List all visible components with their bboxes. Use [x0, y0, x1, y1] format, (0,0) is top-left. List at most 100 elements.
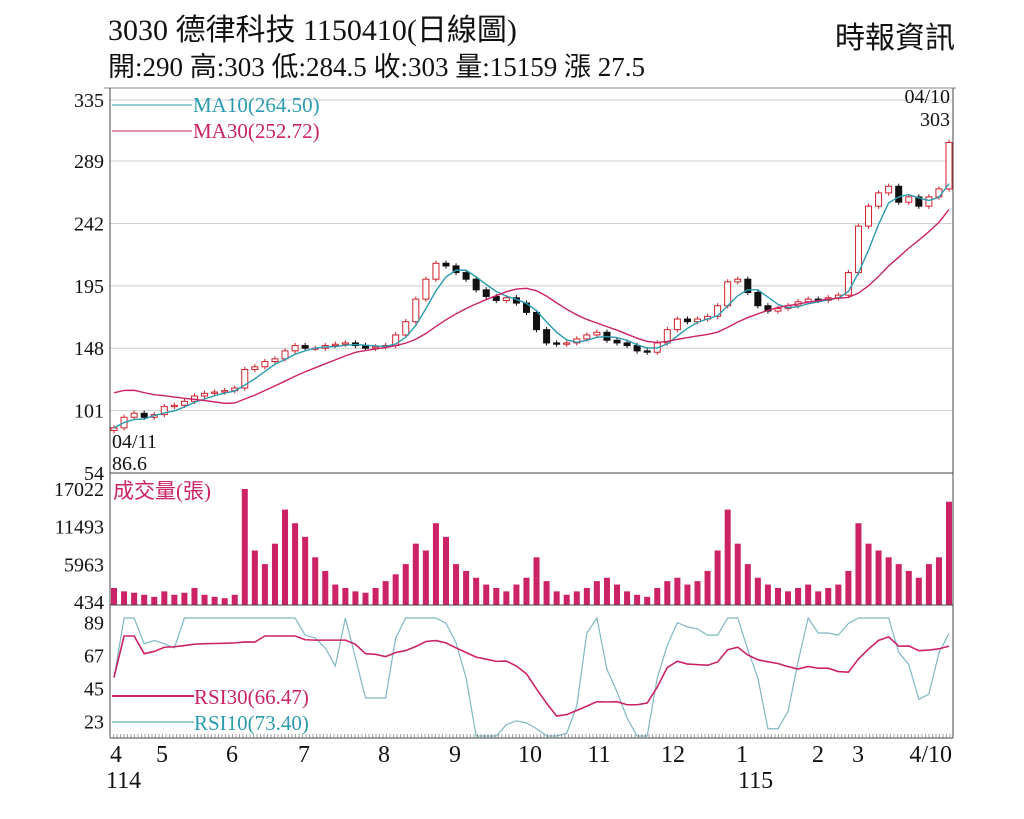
month-label: 6 — [226, 742, 238, 768]
volume-bar — [865, 543, 872, 605]
volume-bar — [131, 592, 138, 605]
candle-body — [452, 265, 460, 274]
candle-body — [875, 192, 883, 207]
volume-bar — [573, 591, 580, 605]
volume-bar — [915, 577, 922, 605]
volume-bar — [664, 581, 671, 605]
candle-body — [482, 289, 490, 297]
candle-body — [201, 392, 209, 397]
volume-bar — [271, 543, 278, 605]
month-label: 2 — [812, 742, 824, 768]
candle-body — [462, 272, 470, 280]
volume-bar — [785, 591, 792, 605]
volume-bar — [885, 557, 892, 605]
volume-bar — [121, 591, 128, 605]
volume-bar — [493, 587, 500, 605]
volume-bar — [624, 591, 631, 605]
rsi10-line — [113, 616, 950, 737]
volume-bar — [161, 591, 168, 605]
volume-bar — [261, 564, 268, 605]
volume-title: 成交量(張) — [113, 479, 211, 503]
candle-body — [774, 307, 782, 312]
volume-bar — [614, 584, 621, 605]
volume-bar — [312, 557, 319, 605]
volume-bar — [392, 574, 399, 605]
grid — [110, 99, 953, 412]
volume-bar — [110, 587, 118, 605]
volume-bar — [845, 570, 852, 605]
ma30-line — [113, 208, 950, 405]
candle-body — [935, 188, 943, 198]
volume-bar — [875, 550, 882, 605]
candle-body — [251, 366, 259, 370]
price-tick-label: 148 — [74, 338, 104, 360]
rsi30-legend: RSI30(66.47) — [194, 685, 309, 709]
indicator-lines — [113, 183, 950, 737]
volume-bar — [513, 584, 520, 605]
candle-body — [895, 185, 903, 203]
candle-body — [553, 342, 561, 345]
price-tick-label: 101 — [74, 401, 104, 423]
volume-bars — [110, 489, 953, 605]
rsi-tick-label: 23 — [84, 712, 104, 734]
ma10-line — [113, 183, 950, 429]
volume-bar — [744, 564, 751, 605]
candle-body — [472, 278, 480, 291]
candle-body — [341, 342, 349, 345]
frame — [104, 87, 956, 739]
candle-body — [583, 334, 591, 340]
volume-bar — [332, 584, 339, 605]
rsi30-line — [113, 635, 950, 717]
volume-bar — [241, 489, 248, 605]
volume-bar — [835, 584, 842, 605]
candle-body — [402, 321, 410, 336]
volume-bar — [442, 536, 449, 605]
candle-body — [502, 297, 510, 301]
month-label: 10 — [518, 742, 542, 768]
candle-body — [533, 311, 541, 331]
candle-body — [613, 339, 621, 344]
candle-body — [211, 391, 219, 394]
high-date: 04/10 — [904, 86, 950, 108]
volume-bar — [825, 587, 832, 605]
volume-bar — [905, 570, 912, 605]
volume-bar — [553, 591, 560, 605]
candle-body — [412, 298, 420, 323]
volume-bar — [583, 587, 590, 605]
volume-bar — [282, 509, 289, 605]
candle-body — [844, 272, 852, 296]
candle-body — [331, 343, 339, 347]
candle-body — [925, 196, 933, 207]
rsi-tick-label: 67 — [84, 646, 104, 668]
candle-body — [905, 196, 913, 203]
volume-bar — [362, 592, 369, 605]
volume-bar — [805, 584, 812, 605]
candle-body — [563, 342, 571, 345]
volume-tick-label: 17022 — [54, 479, 104, 501]
month-label: 7 — [298, 742, 310, 768]
candle-body — [170, 404, 178, 408]
candle-body — [643, 350, 651, 353]
candle-body — [593, 331, 601, 336]
candle-body — [241, 368, 249, 389]
volume-bar — [322, 570, 329, 605]
volume-bar — [935, 557, 942, 605]
month-label: 11 — [587, 742, 610, 768]
candle-body — [885, 185, 893, 194]
volume-bar — [201, 594, 208, 605]
candle-body — [442, 262, 450, 267]
volume-bar — [644, 596, 651, 605]
volume-bar — [251, 550, 258, 605]
candle-body — [432, 262, 440, 280]
volume-bar — [634, 594, 641, 605]
month-label: 3 — [852, 742, 864, 768]
price-tick-label: 54 — [84, 463, 104, 485]
volume-bar — [925, 564, 932, 605]
volume-bar — [342, 587, 349, 605]
volume-bar — [543, 581, 550, 605]
axis-labels: 5410114819524228933543459631149317022234… — [54, 90, 952, 794]
volume-bar — [523, 577, 530, 605]
price-tick-label: 195 — [74, 276, 104, 298]
candle-body — [180, 400, 188, 406]
